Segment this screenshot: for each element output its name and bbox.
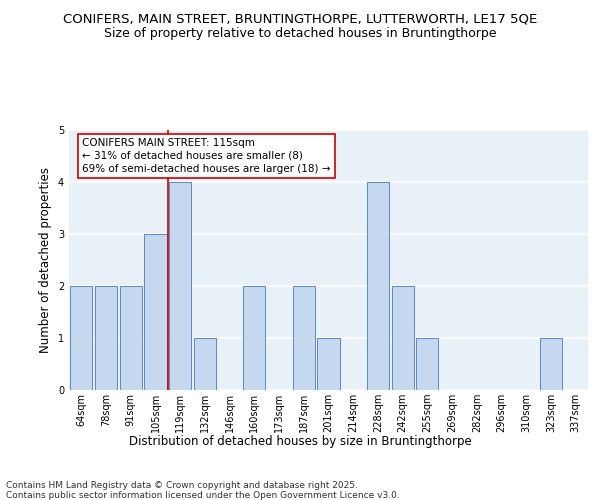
Text: CONIFERS, MAIN STREET, BRUNTINGTHORPE, LUTTERWORTH, LE17 5QE: CONIFERS, MAIN STREET, BRUNTINGTHORPE, L… [63,12,537,26]
Bar [70,286,92,390]
Bar [293,286,315,390]
Y-axis label: Number of detached properties: Number of detached properties [40,167,52,353]
Text: Size of property relative to detached houses in Bruntingthorpe: Size of property relative to detached ho… [104,28,496,40]
Bar [194,338,216,390]
Bar [145,234,167,390]
Bar [119,286,142,390]
Bar [169,182,191,390]
Bar [243,286,265,390]
Bar [317,338,340,390]
Bar [540,338,562,390]
Bar [95,286,117,390]
Text: Contains HM Land Registry data © Crown copyright and database right 2025.
Contai: Contains HM Land Registry data © Crown c… [6,480,400,500]
Text: Distribution of detached houses by size in Bruntingthorpe: Distribution of detached houses by size … [128,435,472,448]
Bar [367,182,389,390]
Text: CONIFERS MAIN STREET: 115sqm
← 31% of detached houses are smaller (8)
69% of sem: CONIFERS MAIN STREET: 115sqm ← 31% of de… [82,138,331,174]
Bar [392,286,414,390]
Bar [416,338,439,390]
